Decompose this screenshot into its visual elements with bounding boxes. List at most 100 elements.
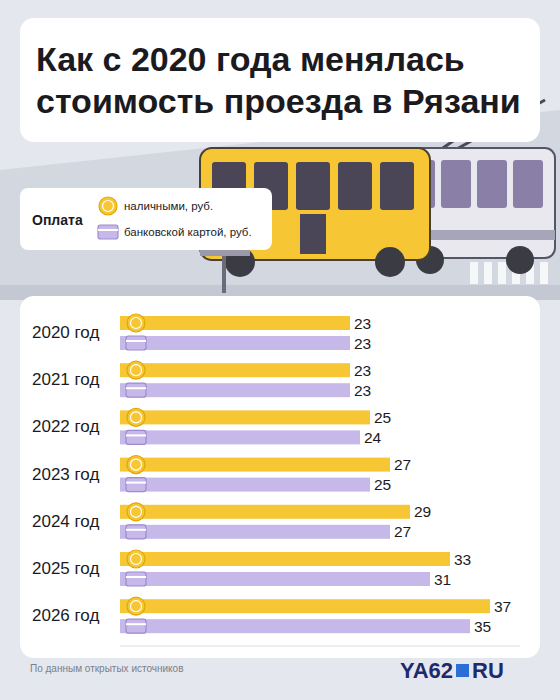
bar [120,478,370,492]
bus-door [300,214,326,254]
bar-icon [126,383,146,397]
source: По данным открытых источников [30,663,183,674]
data-label: 23 [354,362,371,379]
bar-icon [126,336,146,350]
bar [120,430,360,444]
bar [120,363,350,377]
y-tick-label: 2020 год [32,323,99,342]
bar [120,336,350,350]
wheel [506,246,534,274]
bar-icon [127,503,145,521]
bar-icon [131,365,142,376]
bar [120,316,350,330]
crosswalk [484,262,492,284]
crosswalk [540,262,548,284]
data-label: 31 [434,571,451,588]
y-tick-label: 2024 год [32,512,99,531]
data-label: 37 [494,598,511,615]
bar-icon [131,554,142,565]
data-label: 25 [374,409,391,426]
title-panel [20,18,540,142]
bar-icon [127,361,145,379]
legend-swatch [98,225,118,239]
bar-icon [126,623,146,625]
bar [120,525,390,539]
logo: YA62 RU [400,658,504,683]
bar-icon [126,482,146,484]
trolley-window [513,160,543,208]
bar-icon [126,478,146,492]
y-tick-label: 2022 год [32,417,99,436]
crosswalk [470,262,478,284]
wheel [375,247,405,277]
bar-icon [127,408,145,426]
bar [120,383,350,397]
trolley-window [477,160,507,208]
bar-icon [127,550,145,568]
bar-icon [126,430,146,444]
bus-window [296,162,330,210]
title: Как с 2020 года менялась стоимость проезд… [36,40,521,119]
bar [120,552,450,566]
legend-title: Оплата [32,212,83,228]
bar-icon [127,314,145,332]
title-line: стоимость проезда в Рязани [36,82,521,120]
bar-icon [126,434,146,436]
bar [120,599,490,613]
legend: Оплата наличными, руб. банковской картой, … [20,188,272,250]
bar-icon [126,340,146,342]
bars [120,316,490,633]
y-tick-label: 2025 год [32,559,99,578]
legend-swatch [103,201,114,212]
data-label: 33 [454,551,471,568]
bus-stop-roof [200,250,250,256]
bar-icon [131,601,142,612]
logo-text: YA62 [400,658,453,683]
data-label: 25 [374,476,391,493]
logo-square [456,664,469,677]
bar-icon [131,412,142,423]
bar-icon [126,572,146,586]
crosswalk [498,262,506,284]
trolley-window [441,160,471,208]
labels: 2020 год 23 23 2021 год 23 23 2022 год 25 24 2023… [32,315,511,635]
bar [120,458,390,472]
data-label: 27 [394,523,411,540]
y-tick-label: 2021 год [32,370,99,389]
bar [120,572,430,586]
bar-icon [131,459,142,470]
data-label: 29 [414,503,431,520]
data-label: 27 [394,456,411,473]
bus-stop-post [222,255,226,293]
title-line: Как с 2020 года менялась [36,40,465,78]
bar [120,505,410,519]
bus-window [380,162,414,210]
y-tick-label: 2026 год [32,606,99,625]
legend-box [20,188,272,250]
y-tick-label: 2023 год [32,465,99,484]
bar-icon [127,597,145,615]
logo-text: RU [472,658,504,683]
legend-swatch [98,229,118,231]
bar-icon [127,456,145,474]
bar-icon [126,525,146,539]
data-label: 23 [354,382,371,399]
chart-root: Как с 2020 года менялась стоимость проезд… [0,0,560,700]
background [0,0,560,700]
bus-window [338,162,372,210]
legend-label: наличными, руб. [124,200,213,212]
x-axis-line [120,646,520,647]
data-label: 35 [474,618,491,635]
bar-icon [131,506,142,517]
bar [120,619,470,633]
data-label: 23 [354,315,371,332]
chart-panel [20,296,540,658]
bar-icon [126,529,146,531]
data-label: 23 [354,335,371,352]
data-label: 24 [364,429,382,446]
bar-icon [126,576,146,578]
bar [120,410,370,424]
legend-swatch [99,197,117,215]
legend-label: банковской картой, руб. [124,226,252,238]
bar-icon [126,619,146,633]
